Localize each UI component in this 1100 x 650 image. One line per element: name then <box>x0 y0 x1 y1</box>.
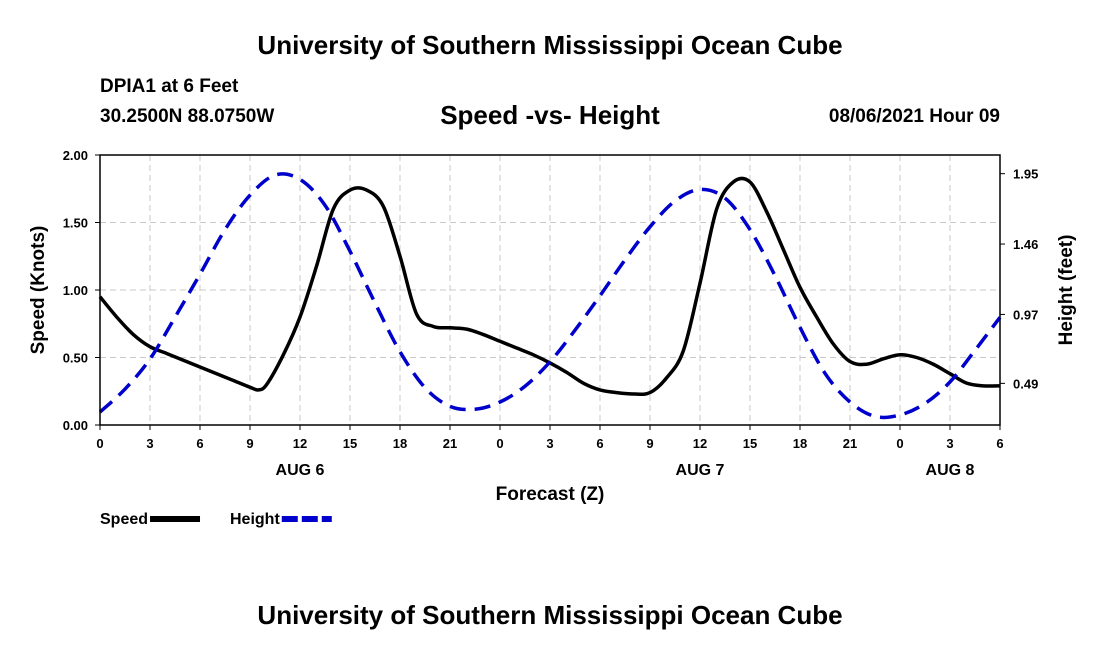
chart-subtitle: Speed -vs- Height <box>440 100 660 130</box>
x-tick-label: 21 <box>843 436 857 451</box>
day-label: AUG 7 <box>676 462 725 479</box>
y2-axis-label: Height (feet) <box>1056 235 1077 346</box>
x-tick-label: 6 <box>996 436 1003 451</box>
legend-label: Height <box>230 511 280 528</box>
series-layer <box>98 172 1002 420</box>
y-tick-label: 1.00 <box>63 283 88 298</box>
grid <box>100 155 1000 425</box>
y-tick-label: 2.00 <box>63 148 88 163</box>
y2-tick-label: 0.49 <box>1013 376 1038 391</box>
speed-series-line <box>98 176 1001 397</box>
y-tick-label: 1.50 <box>63 216 88 231</box>
x-tick-label: 18 <box>393 436 407 451</box>
day-label: AUG 6 <box>276 462 325 479</box>
x-tick-label: 9 <box>646 436 653 451</box>
height-series-line <box>98 172 1002 420</box>
x-tick-label: 12 <box>693 436 707 451</box>
axis-ticks: 0 3 6 9 12 15 18 21 0 3 6 9 12 15 18 21 0 3 6 AUG 6 AUG 7 AUG… <box>63 148 1039 479</box>
legend: Speed Height <box>100 511 332 528</box>
x-tick-label: 3 <box>546 436 553 451</box>
y-tick-label: 0.50 <box>63 351 88 366</box>
x-tick-label: 9 <box>246 436 253 451</box>
x-tick-label: 3 <box>146 436 153 451</box>
x-tick-label: 6 <box>196 436 203 451</box>
x-tick-label: 15 <box>343 436 357 451</box>
y2-tick-label: 1.46 <box>1013 237 1038 252</box>
x-tick-label: 6 <box>596 436 603 451</box>
x-tick-label: 0 <box>896 436 903 451</box>
x-tick-label: 0 <box>496 436 503 451</box>
y-axis-label: Speed (Knots) <box>28 226 49 355</box>
y-tick-label: 0.00 <box>63 418 88 433</box>
x-tick-label: 12 <box>293 436 307 451</box>
x-tick-label: 18 <box>793 436 807 451</box>
x-axis-label: Forecast (Z) <box>496 484 605 505</box>
day-label: AUG 8 <box>926 462 975 479</box>
station-name: DPIA1 at 6 Feet <box>100 76 239 97</box>
x-tick-label: 15 <box>743 436 757 451</box>
x-tick-label: 21 <box>443 436 457 451</box>
y2-tick-label: 0.97 <box>1013 307 1038 322</box>
station-coordinates: 30.2500N 88.0750W <box>100 106 275 127</box>
bottom-title: University of Southern Mississippi Ocean… <box>257 600 843 630</box>
x-tick-label: 0 <box>96 436 103 451</box>
x-tick-label: 3 <box>946 436 953 451</box>
legend-label: Speed <box>100 511 148 528</box>
top-title: University of Southern Mississippi Ocean… <box>257 30 843 60</box>
forecast-datetime: 08/06/2021 Hour 09 <box>828 106 1000 127</box>
y2-tick-label: 1.95 <box>1013 167 1038 182</box>
